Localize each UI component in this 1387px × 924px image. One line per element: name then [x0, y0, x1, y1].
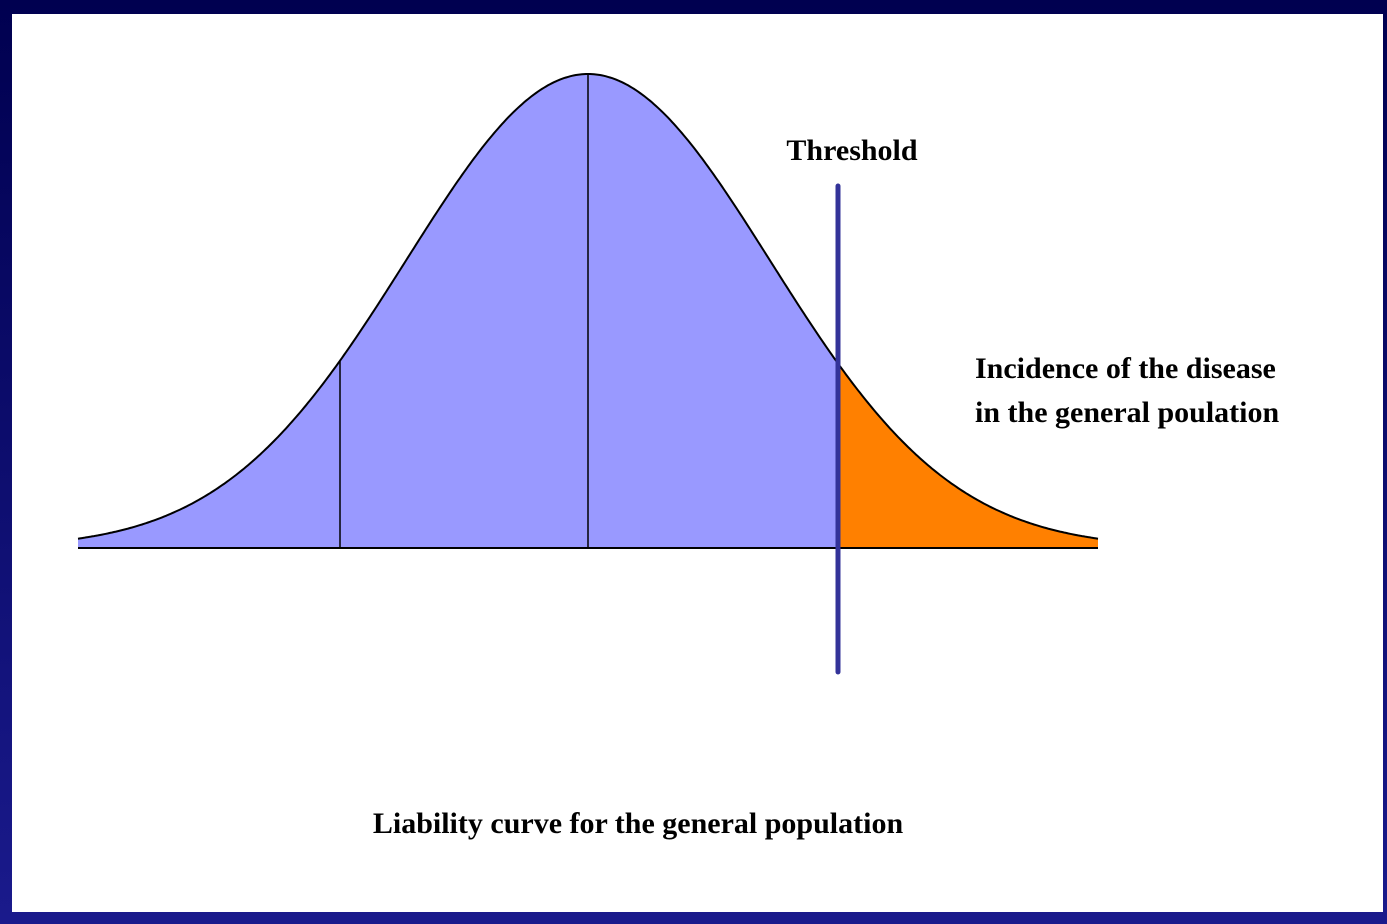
incidence-label: Incidence of the disease — [975, 352, 1276, 385]
incidence-area — [838, 363, 1098, 548]
population-area — [78, 74, 838, 548]
liability-curve — [77, 73, 1099, 548]
threshold-label: Threshold — [786, 134, 917, 167]
incidence-label: in the general poulation — [975, 396, 1280, 429]
caption: Liability curve for the general populati… — [373, 807, 904, 840]
